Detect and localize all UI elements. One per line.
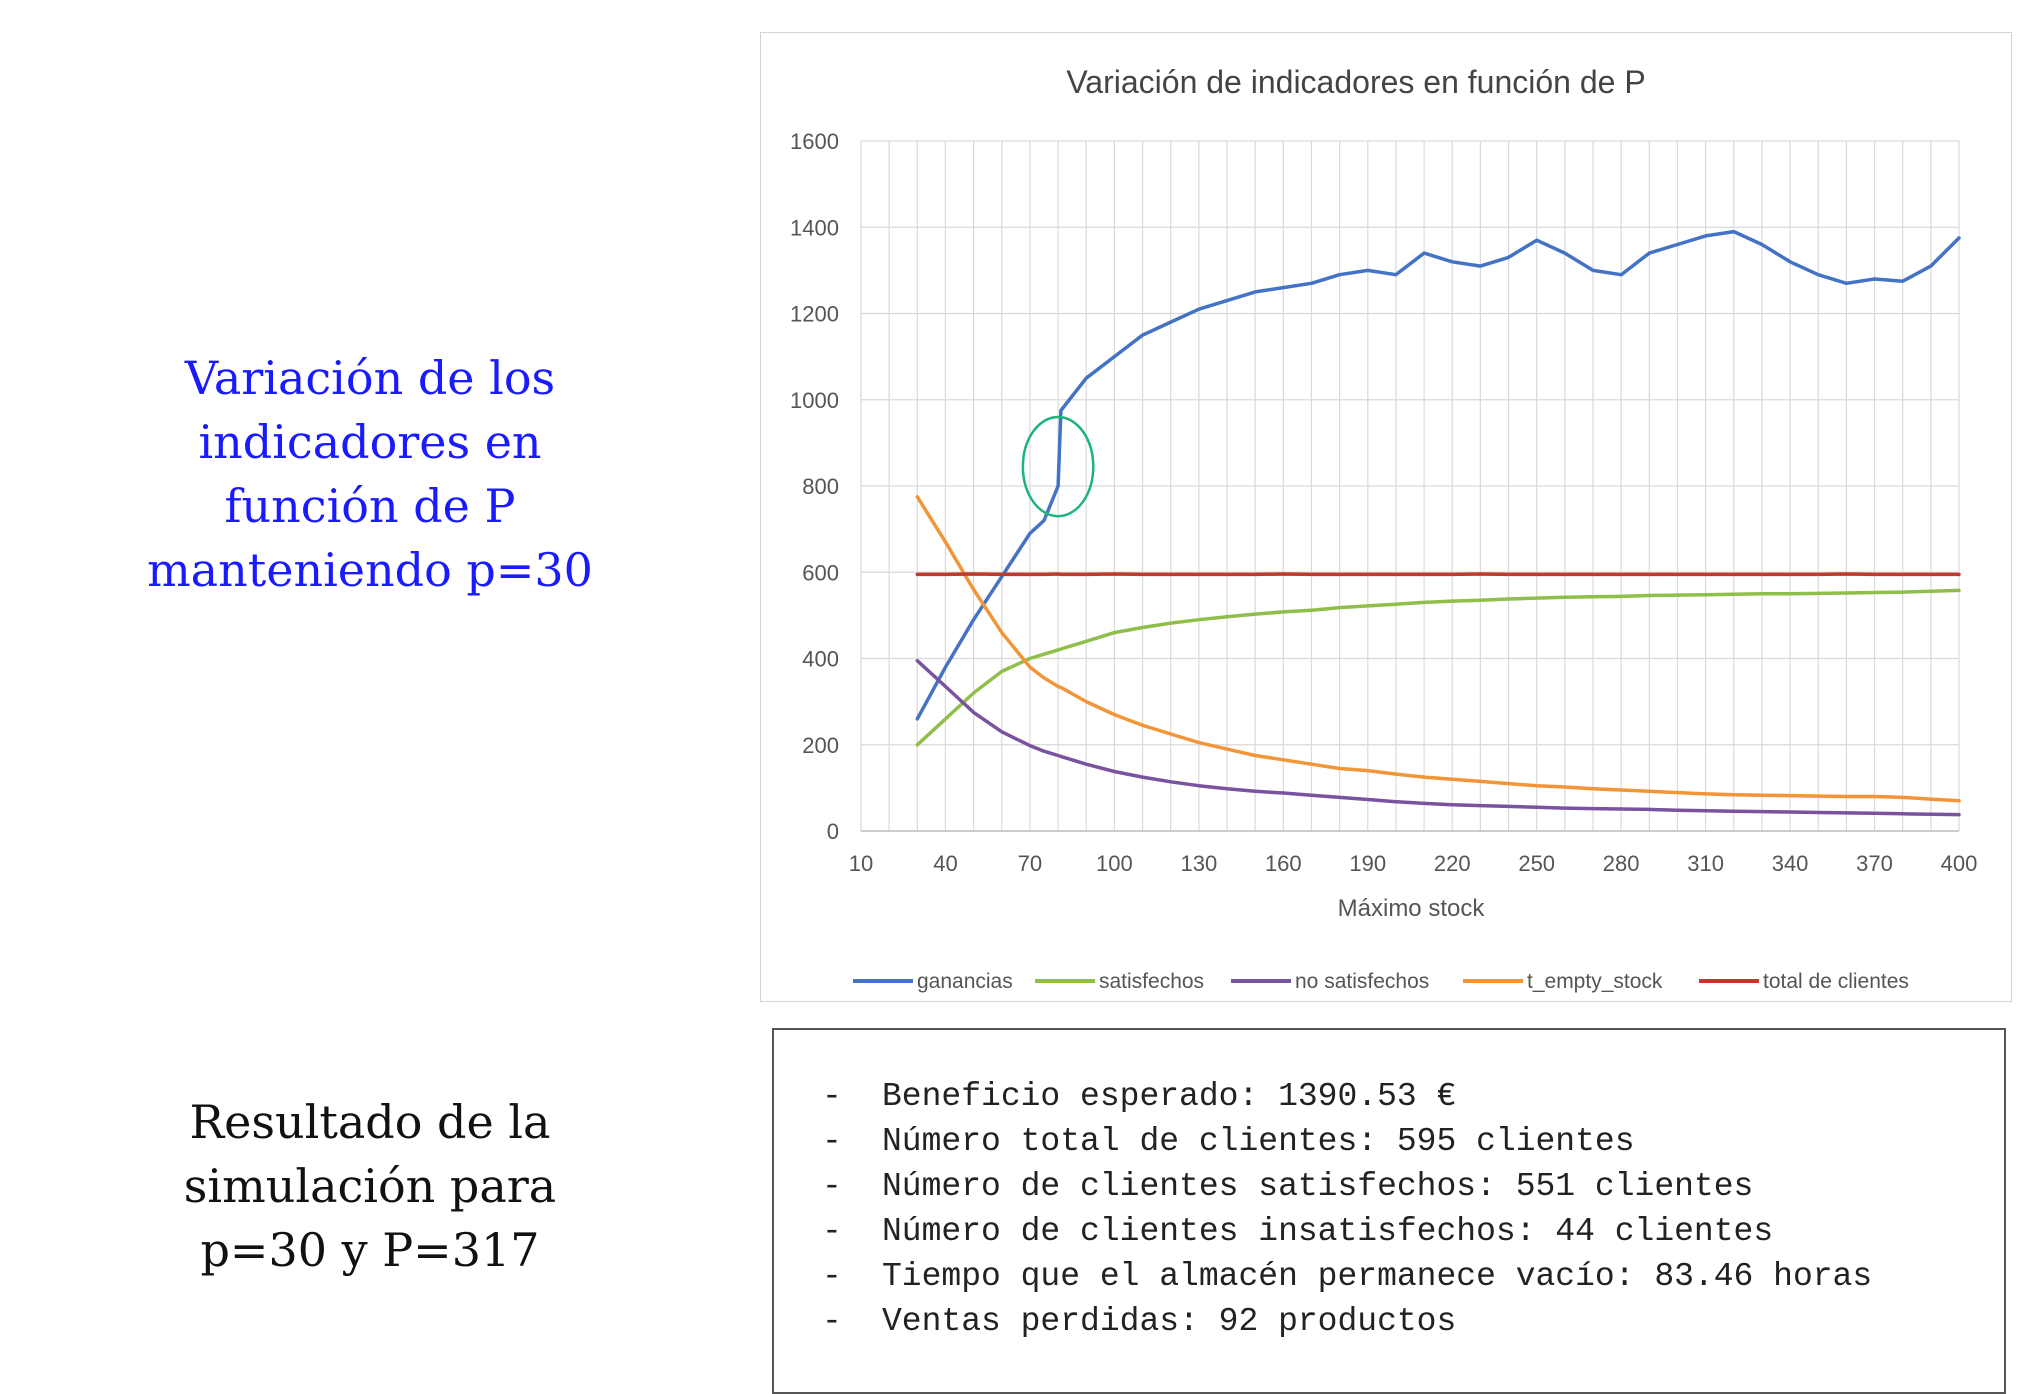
x-tick-labels: 10 40 70 100 130 160 190 220 250 280 310 340 370 400 bbox=[849, 851, 1978, 876]
legend-label: t_empty_stock bbox=[1527, 970, 1663, 993]
bullet-dash: - bbox=[822, 1164, 882, 1209]
legend-label: satisfechos bbox=[1099, 970, 1204, 993]
x-tick-label: 400 bbox=[1941, 851, 1978, 876]
result-text: Número de clientes satisfechos: 551 clie… bbox=[882, 1168, 1753, 1205]
legend-label: ganancias bbox=[917, 970, 1013, 993]
bullet-dash: - bbox=[822, 1074, 882, 1119]
x-tick-label: 130 bbox=[1180, 851, 1217, 876]
bullet-dash: - bbox=[822, 1119, 882, 1164]
bullet-dash: - bbox=[822, 1209, 882, 1254]
y-tick-label: 1000 bbox=[790, 388, 839, 413]
caption-line: manteniendo p=30 bbox=[90, 538, 650, 602]
result-text: Ventas perdidas: 92 productos bbox=[882, 1303, 1456, 1340]
caption-line: Variación de los bbox=[90, 346, 650, 410]
y-tick-label: 1400 bbox=[790, 215, 839, 240]
series-line-t-empty-stock bbox=[917, 497, 1959, 801]
chart-legend: ganancias satisfechos no satisfechos t_empt… bbox=[853, 970, 1909, 993]
caption-result: Resultado de la simulación para p=30 y P… bbox=[90, 1090, 650, 1282]
y-tick-labels: 0 200 400 600 800 1000 1200 1400 1600 bbox=[790, 129, 839, 844]
y-tick-label: 1600 bbox=[790, 129, 839, 154]
y-tick-label: 0 bbox=[827, 819, 839, 844]
x-tick-label: 370 bbox=[1856, 851, 1893, 876]
x-tick-label: 190 bbox=[1349, 851, 1386, 876]
x-tick-label: 10 bbox=[849, 851, 873, 876]
bullet-dash: - bbox=[822, 1254, 882, 1299]
legend-label: total de clientes bbox=[1763, 970, 1909, 993]
x-tick-label: 40 bbox=[933, 851, 957, 876]
x-tick-label: 160 bbox=[1265, 851, 1302, 876]
result-item: -Número de clientes satisfechos: 551 cli… bbox=[822, 1164, 2004, 1209]
result-text: Beneficio esperado: 1390.53 € bbox=[882, 1078, 1456, 1115]
result-item: -Ventas perdidas: 92 productos bbox=[822, 1299, 2004, 1344]
x-tick-label: 250 bbox=[1518, 851, 1555, 876]
y-tick-label: 200 bbox=[802, 733, 839, 758]
result-item: -Número total de clientes: 595 clientes bbox=[822, 1119, 2004, 1164]
series-line-satisfechos bbox=[917, 590, 1959, 744]
result-item: -Número de clientes insatisfechos: 44 cl… bbox=[822, 1209, 2004, 1254]
simulation-result-box: -Beneficio esperado: 1390.53 € -Número t… bbox=[772, 1028, 2006, 1394]
series-lines bbox=[917, 232, 1959, 815]
chart-title: Variación de indicadores en función de P bbox=[1066, 64, 1645, 100]
result-item: -Beneficio esperado: 1390.53 € bbox=[822, 1074, 2004, 1119]
result-list: -Beneficio esperado: 1390.53 € -Número t… bbox=[774, 1030, 2004, 1344]
y-tick-label: 800 bbox=[802, 474, 839, 499]
y-tick-label: 600 bbox=[802, 560, 839, 585]
caption-indicators: Variación de los indicadores en función … bbox=[90, 346, 650, 602]
caption-line: indicadores en bbox=[90, 410, 650, 474]
caption-line: función de P bbox=[90, 474, 650, 538]
result-item: -Tiempo que el almacén permanece vacío: … bbox=[822, 1254, 2004, 1299]
x-tick-label: 340 bbox=[1772, 851, 1809, 876]
y-tick-label: 400 bbox=[802, 647, 839, 672]
caption-line: p=30 y P=317 bbox=[90, 1218, 650, 1282]
caption-line: simulación para bbox=[90, 1154, 650, 1218]
x-tick-label: 100 bbox=[1096, 851, 1133, 876]
legend-label: no satisfechos bbox=[1295, 970, 1429, 993]
x-axis-label: Máximo stock bbox=[1338, 895, 1486, 922]
x-tick-label: 310 bbox=[1687, 851, 1724, 876]
y-tick-label: 1200 bbox=[790, 302, 839, 327]
series-line-no-satisfechos bbox=[917, 661, 1959, 815]
result-text: Número total de clientes: 595 clientes bbox=[882, 1123, 1635, 1160]
result-text: Número de clientes insatisfechos: 44 cli… bbox=[882, 1213, 1773, 1250]
caption-line: Resultado de la bbox=[90, 1090, 650, 1154]
x-tick-label: 220 bbox=[1434, 851, 1471, 876]
x-tick-label: 70 bbox=[1018, 851, 1042, 876]
x-tick-label: 280 bbox=[1603, 851, 1640, 876]
result-text: Tiempo que el almacén permanece vacío: 8… bbox=[882, 1258, 1872, 1295]
bullet-dash: - bbox=[822, 1299, 882, 1344]
